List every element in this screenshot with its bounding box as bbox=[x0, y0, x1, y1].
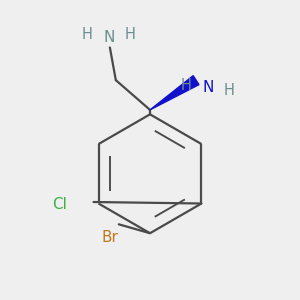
Text: H: H bbox=[224, 83, 235, 98]
Text: Br: Br bbox=[101, 230, 118, 245]
Text: H: H bbox=[81, 28, 92, 43]
Text: N: N bbox=[202, 80, 214, 95]
Text: N: N bbox=[103, 30, 115, 45]
Polygon shape bbox=[150, 76, 199, 110]
Text: H: H bbox=[181, 78, 192, 93]
Text: Cl: Cl bbox=[52, 196, 68, 211]
Text: H: H bbox=[125, 28, 136, 43]
